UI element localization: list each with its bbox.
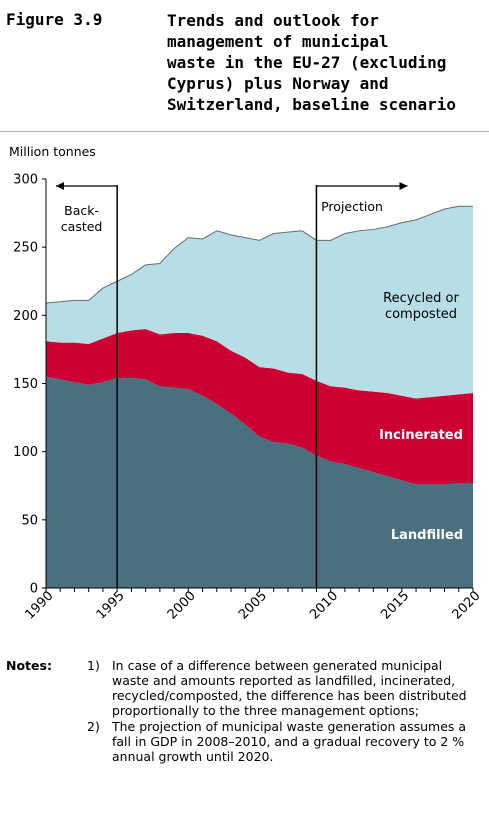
title-divider xyxy=(0,131,489,132)
figure-title: Trends and outlook for management of mun… xyxy=(167,10,483,115)
x-tick-label: 2005 xyxy=(236,589,270,623)
figure-title-line: management of municipal xyxy=(167,32,389,51)
note-number: 1) xyxy=(87,658,100,673)
x-tick-label: 2010 xyxy=(307,589,341,623)
recycled-series-label: composted xyxy=(385,307,457,322)
y-tick-label: 200 xyxy=(13,309,38,324)
x-tick-label: 2015 xyxy=(378,589,412,623)
incinerated-series-label: Incinerated xyxy=(379,428,463,443)
note-number: 2) xyxy=(87,719,100,734)
figure-title-line: Cyprus) plus Norway and xyxy=(167,74,389,93)
note-text: In case of a difference between generate… xyxy=(112,658,467,718)
projection-label: Projection xyxy=(321,199,383,214)
backcasted-label: Back- xyxy=(64,203,99,218)
y-tick-label: 50 xyxy=(21,513,38,528)
backcast-arrow-head xyxy=(56,182,64,190)
area-recycled-or-composted xyxy=(46,206,473,399)
note-item: 1) In case of a difference between gener… xyxy=(87,658,482,718)
y-tick-label: 0 xyxy=(30,582,38,597)
figure-title-line: Switzerland, baseline scenario xyxy=(167,95,456,114)
y-tick-label: 250 xyxy=(13,241,38,256)
backcasted-label: casted xyxy=(61,219,103,234)
area-incinerated xyxy=(46,328,473,485)
x-tick-label: 1990 xyxy=(23,589,57,623)
projection-arrow-head xyxy=(399,182,408,190)
x-tick-label: 2000 xyxy=(165,589,199,623)
y-axis-title: Million tonnes xyxy=(9,144,96,159)
figure-title-line: waste in the EU-27 (excluding xyxy=(167,53,447,72)
note-text: The projection of municipal waste genera… xyxy=(112,719,467,764)
recycled-series-label: Recycled or xyxy=(383,291,459,306)
y-tick-label: 150 xyxy=(13,377,38,392)
stacked-area-chart: 0 50 100 150 200 250 300 1990 1995 2000 2005 2010 20… xyxy=(13,173,484,623)
y-tick-label: 100 xyxy=(13,445,38,460)
landfilled-series-label: Landfilled xyxy=(391,528,463,543)
note-item: 2) The projection of municipal waste gen… xyxy=(87,719,482,764)
figure-label: Figure 3.9 xyxy=(6,10,103,29)
area-landfilled xyxy=(46,376,473,588)
x-tick-label: 1995 xyxy=(94,589,128,623)
notes-label: Notes: xyxy=(6,658,52,673)
x-tick-label: 2020 xyxy=(450,589,484,623)
y-tick-label: 300 xyxy=(13,173,38,188)
notes-list: 1) In case of a difference between gener… xyxy=(87,658,482,765)
figure-title-line: Trends and outlook for xyxy=(167,11,379,30)
